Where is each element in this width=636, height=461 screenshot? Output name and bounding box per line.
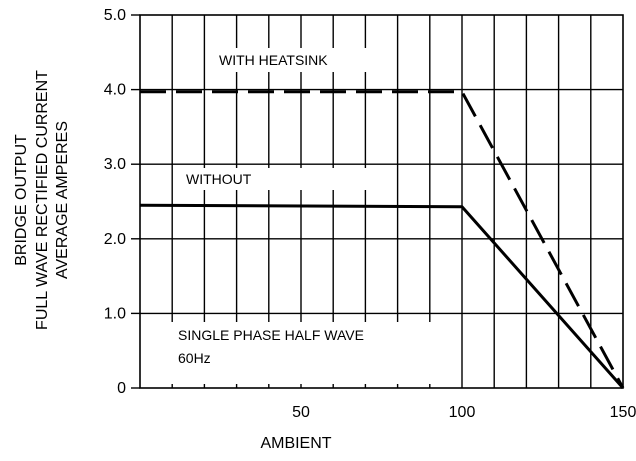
x-tick-labels: 50 100 150 (292, 404, 636, 421)
condition-note-frequency: 60Hz (178, 350, 211, 366)
y-tick-labels: 0 1.0 2.0 3.0 4.0 5.0 (104, 7, 140, 397)
condition-note-phase: SINGLE PHASE HALF WAVE (178, 327, 364, 343)
y-axis-label-line-2: FULL WAVE RECTIFIED CURRENT (34, 70, 51, 330)
y-tick-label: 0 (117, 380, 126, 397)
series-label-with-heatsink: WITH HEATSINK (219, 52, 328, 68)
x-tick-label: 100 (449, 404, 476, 421)
x-tick-label: 150 (610, 404, 636, 421)
y-axis-label-line-3: AVERAGE AMPERES (54, 121, 71, 279)
y-axis-label: BRIDGE OUTPUT FULL WAVE RECTIFIED CURREN… (13, 70, 71, 330)
plot-frame (139, 14, 624, 389)
label-bg-note (170, 322, 448, 384)
y-tick-label: 2.0 (104, 231, 126, 248)
y-tick-label: 5.0 (104, 7, 126, 24)
y-axis-label-line-1: BRIDGE OUTPUT (13, 134, 30, 266)
y-tick-label: 3.0 (104, 156, 126, 173)
y-tick-label: 4.0 (104, 82, 126, 99)
series-label-without: WITHOUT (186, 171, 252, 187)
label-bg-with-heatsink (212, 48, 372, 72)
x-tick-label: 50 (292, 404, 310, 421)
y-tick-label: 1.0 (104, 305, 126, 322)
series-lines (139, 90, 625, 389)
label-bg-without (176, 168, 374, 190)
series-line-with-heatsink (140, 90, 625, 389)
series-line-without (139, 203, 625, 389)
x-axis-label: AMBIENT (260, 435, 331, 452)
